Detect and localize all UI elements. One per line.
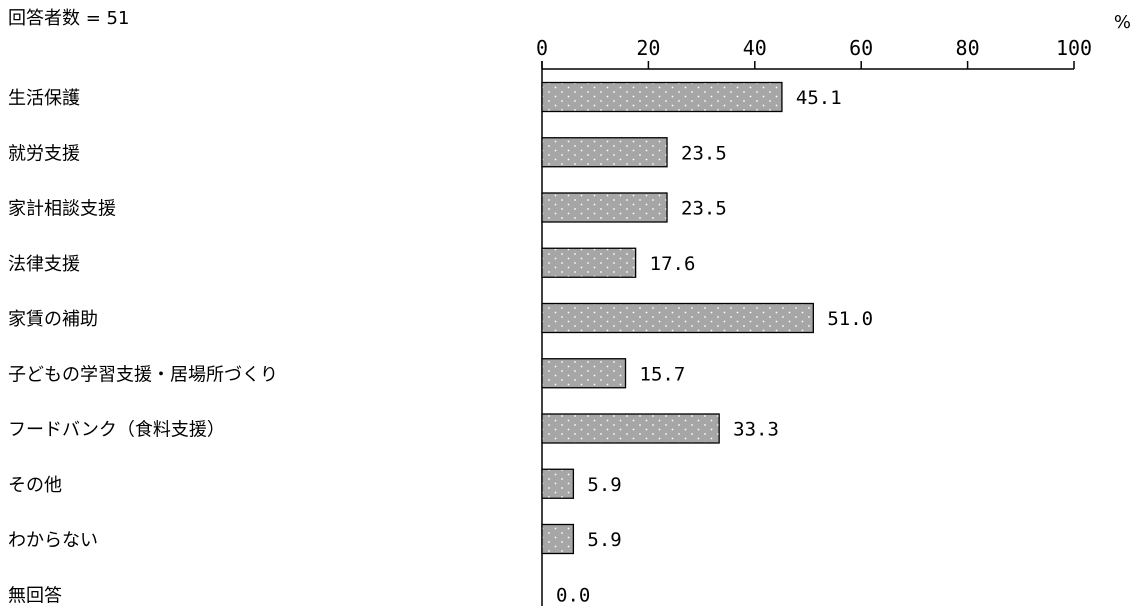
bar — [541, 81, 783, 113]
value-label: 33.3 — [733, 419, 779, 441]
bar — [541, 302, 814, 334]
category-label: 家賃の補助 — [8, 309, 98, 330]
value-label: 15.7 — [640, 363, 686, 385]
bar — [541, 137, 668, 168]
category-labels: 生活保護就労支援家計相談支援法律支援家賃の補助子どもの学習支援・居場所づくりフー… — [8, 88, 278, 606]
category-label: 生活保護 — [8, 88, 80, 109]
value-label: 51.0 — [827, 308, 873, 330]
x-tick-label: 100 — [1056, 36, 1092, 60]
bar — [541, 413, 720, 444]
bar — [541, 523, 575, 555]
x-tick-label: 20 — [636, 36, 660, 60]
category-label: 家計相談支援 — [8, 199, 116, 220]
x-tick-label: 80 — [956, 36, 980, 60]
value-label: 5.9 — [587, 529, 621, 551]
bar — [541, 358, 627, 389]
value-label: 45.1 — [796, 87, 842, 109]
value-label: 5.9 — [587, 474, 621, 496]
bars — [541, 81, 814, 555]
category-label: 就労支援 — [8, 143, 80, 164]
respondents-count: 回答者数 = 51 — [8, 8, 129, 29]
value-label: 17.6 — [650, 253, 696, 275]
value-label: 23.5 — [681, 142, 727, 164]
category-label: 子どもの学習支援・居場所づくり — [8, 364, 278, 385]
bar — [541, 247, 637, 278]
category-label: フードバンク（食料支援） — [8, 420, 225, 441]
value-labels: 45.1 23.5 23.5 17.6 51.0 15.7 33.3 5.9 5.9 0.0 — [556, 87, 873, 606]
category-label: わからない — [8, 530, 98, 551]
unit-label: % — [1114, 12, 1131, 33]
value-label: 23.5 — [681, 198, 727, 220]
bar — [541, 468, 575, 499]
x-tick-label: 40 — [743, 36, 767, 60]
category-label: その他 — [8, 475, 62, 496]
category-label: 無回答 — [8, 585, 62, 606]
category-label: 法律支援 — [8, 254, 80, 275]
x-tick-label: 0 — [536, 36, 548, 60]
value-label: 0.0 — [556, 584, 590, 606]
bar — [541, 192, 668, 223]
x-tick-label: 60 — [849, 36, 873, 60]
